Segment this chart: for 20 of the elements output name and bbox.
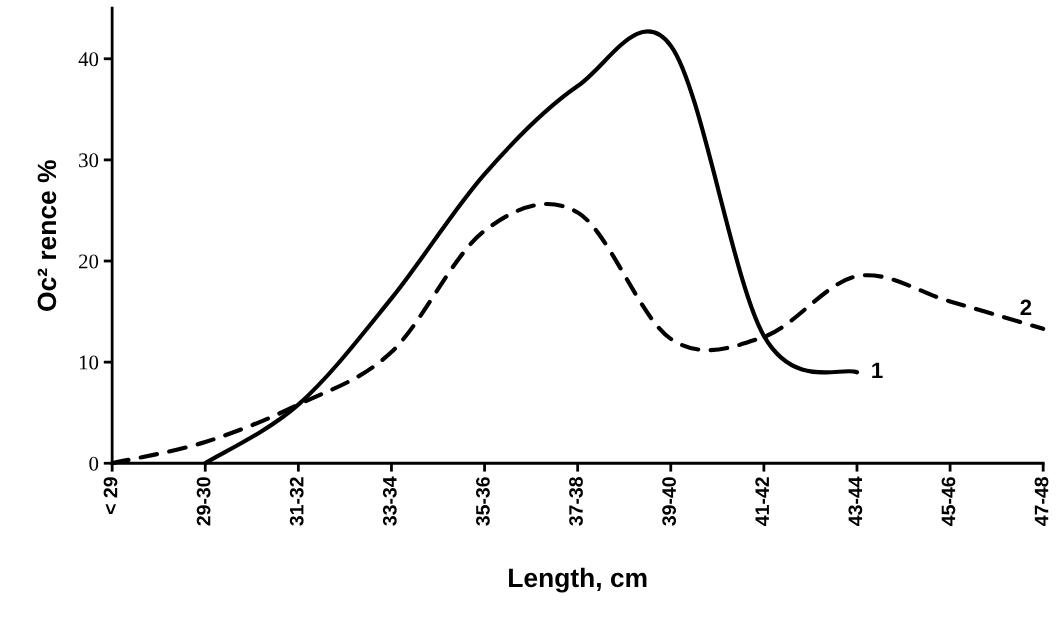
x-tick-label: 45-46 (941, 477, 956, 526)
x-tick-label: 39-40 (662, 477, 677, 526)
y-tick-label: 40 (78, 52, 99, 67)
y-tick-label: 20 (79, 254, 99, 269)
x-tick-label: 29-30 (196, 477, 211, 526)
y-tick-label: 0 (89, 456, 99, 471)
x-tick-label: 37-38 (569, 477, 583, 526)
x-tick-label: < 29 (103, 477, 118, 515)
series-label: 2 (1020, 299, 1032, 316)
y-tick-label: 30 (79, 153, 99, 168)
x-tick-label: 33-34 (382, 476, 397, 526)
x-tick-label: 43-44 (848, 476, 863, 526)
x-tick-label: 47-48 (1034, 477, 1049, 526)
x-axis-title: Length, cm (509, 567, 647, 593)
x-tick-label: 31-32 (289, 477, 304, 526)
x-tick-label: 41-42 (755, 477, 769, 526)
y-axis-title: Oc² rence % (37, 160, 57, 311)
series-label: 1 (872, 362, 883, 378)
y-tick-label: 10 (79, 355, 99, 370)
x-tick-label: 35-36 (476, 477, 490, 526)
